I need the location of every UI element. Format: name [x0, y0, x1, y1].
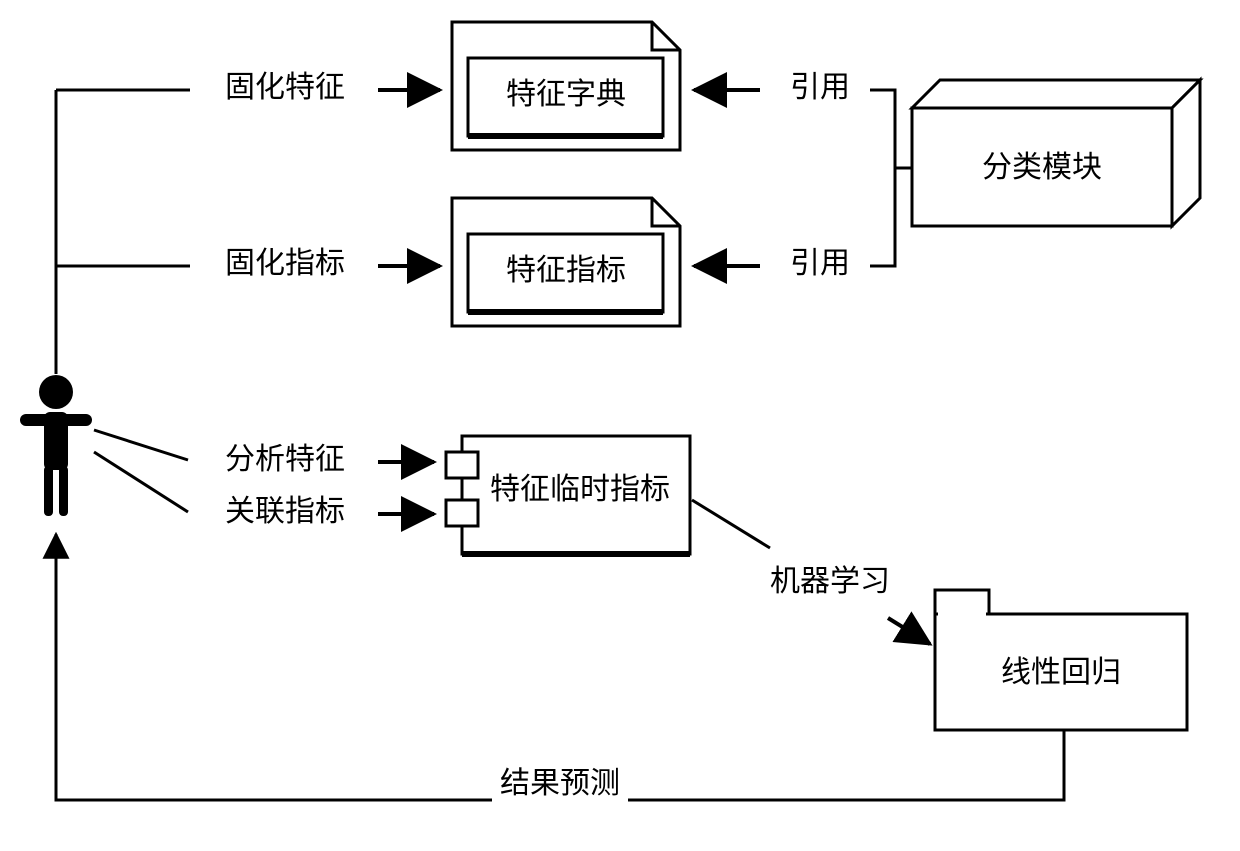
edge-ref-bottom: 引用: [694, 247, 850, 280]
node-feature-metric: 特征指标: [452, 198, 680, 326]
svg-text:结果预测: 结果预测: [500, 767, 620, 800]
node-feature-metric-label: 特征指标: [506, 254, 626, 287]
edge-solidify-feature: 固化特征: [225, 71, 440, 104]
node-temp-metric: 特征临时指标: [446, 436, 690, 554]
edge-analyze-label: 分析特征: [225, 443, 345, 476]
edge-associate-label: 关联指标: [225, 495, 345, 528]
edge-analyze: 分析特征: [94, 430, 434, 476]
edge-ml-label: 机器学习: [770, 565, 890, 598]
edge-ref-top-label: 引用: [790, 71, 850, 104]
edge-ml: 机器学习: [692, 500, 930, 644]
edge-predict: 结果预测 结果预测: [56, 534, 1064, 802]
edge-solidify-feature-label: 固化特征: [225, 71, 345, 104]
node-regress: 线性回归: [935, 590, 1187, 730]
node-classify: 分类模块: [912, 80, 1200, 226]
node-temp-metric-label: 特征临时指标: [490, 473, 670, 506]
node-feature-dict-label: 特征字典: [506, 78, 626, 111]
edge-classify-bracket: [870, 90, 912, 266]
node-feature-dict: 特征字典: [452, 22, 680, 150]
person-icon: [20, 375, 92, 516]
edge-ref-top: 引用: [694, 71, 850, 104]
edge-ref-bottom-label: 引用: [790, 247, 850, 280]
edge-solidify-metric: 固化指标: [225, 247, 440, 280]
edge-person-spine: [56, 90, 190, 374]
node-regress-label: 线性回归: [1001, 656, 1121, 689]
diagram-canvas: 特征字典 特征指标 特征临时指标 分类模块 线性回归: [0, 0, 1240, 851]
edge-solidify-metric-label: 固化指标: [225, 247, 345, 280]
node-classify-label: 分类模块: [982, 151, 1102, 184]
